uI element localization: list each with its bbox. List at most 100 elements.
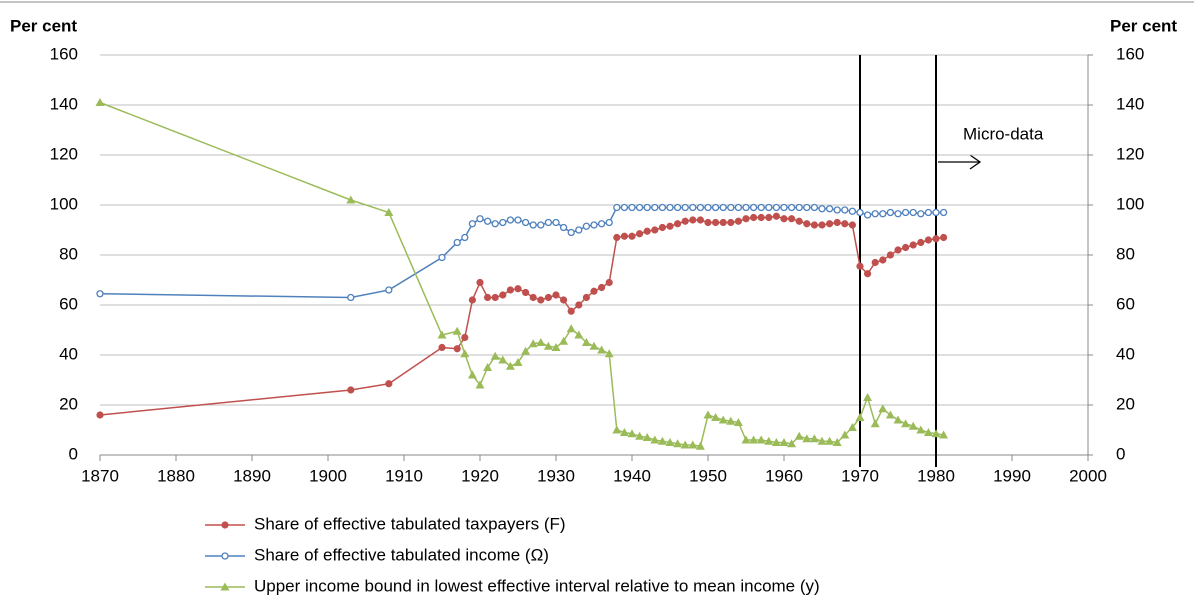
marker bbox=[825, 205, 834, 213]
marker bbox=[453, 238, 461, 247]
marker bbox=[650, 435, 660, 444]
marker bbox=[96, 411, 104, 419]
marker bbox=[756, 435, 766, 444]
x-tick-label: 1970 bbox=[841, 466, 879, 485]
x-tick-label: 1990 bbox=[993, 466, 1031, 485]
marker bbox=[642, 433, 652, 441]
marker bbox=[765, 213, 773, 222]
marker bbox=[939, 208, 948, 217]
marker bbox=[818, 221, 826, 229]
x-tick-label: 1910 bbox=[385, 466, 423, 485]
marker bbox=[734, 203, 743, 212]
series bbox=[96, 203, 948, 302]
marker bbox=[788, 215, 796, 223]
marker bbox=[749, 203, 758, 212]
marker bbox=[491, 293, 499, 302]
series-line bbox=[99, 101, 944, 448]
x-tick-label: 1890 bbox=[233, 466, 271, 485]
x-tick-label: 1870 bbox=[81, 466, 119, 485]
marker bbox=[848, 207, 857, 215]
marker bbox=[483, 217, 492, 225]
marker bbox=[711, 203, 720, 212]
marker bbox=[864, 270, 872, 278]
marker bbox=[787, 203, 796, 212]
marker bbox=[476, 215, 484, 223]
legend-marker bbox=[221, 552, 229, 560]
marker bbox=[817, 436, 827, 445]
marker bbox=[902, 243, 910, 252]
marker bbox=[385, 380, 393, 388]
legend-label: Upper income bound in lowest effective i… bbox=[254, 576, 820, 595]
marker bbox=[924, 236, 933, 244]
marker bbox=[581, 338, 591, 346]
marker bbox=[619, 428, 629, 436]
marker bbox=[582, 293, 591, 302]
marker bbox=[826, 220, 834, 228]
y-tick-label: 100 bbox=[50, 194, 78, 213]
marker bbox=[506, 286, 514, 294]
y-tick-label: 120 bbox=[50, 144, 78, 163]
marker bbox=[901, 419, 911, 428]
marker bbox=[605, 218, 613, 227]
marker bbox=[468, 296, 476, 304]
marker bbox=[604, 349, 614, 358]
marker bbox=[727, 203, 735, 212]
series bbox=[95, 98, 949, 450]
marker bbox=[505, 361, 515, 370]
marker bbox=[833, 218, 841, 227]
marker bbox=[544, 218, 553, 227]
x-tick-label: 1900 bbox=[309, 466, 347, 485]
marker bbox=[612, 425, 622, 434]
marker bbox=[490, 351, 500, 360]
marker bbox=[491, 220, 499, 228]
marker bbox=[559, 336, 569, 345]
marker bbox=[924, 208, 933, 217]
legend-marker bbox=[221, 521, 229, 529]
marker bbox=[620, 203, 629, 212]
marker bbox=[909, 241, 917, 249]
marker bbox=[765, 203, 773, 212]
marker bbox=[742, 203, 750, 212]
marker bbox=[476, 278, 484, 287]
y-tick-label: 60 bbox=[59, 294, 78, 313]
marker bbox=[346, 195, 356, 204]
y-tick-label: 40 bbox=[59, 344, 78, 363]
marker bbox=[475, 380, 485, 389]
marker bbox=[871, 258, 879, 267]
marker bbox=[552, 218, 560, 227]
marker bbox=[514, 285, 522, 293]
marker bbox=[734, 217, 743, 225]
marker bbox=[780, 215, 788, 223]
marker bbox=[704, 203, 712, 212]
marker bbox=[726, 416, 736, 425]
marker bbox=[803, 220, 811, 228]
marker bbox=[718, 415, 728, 424]
marker bbox=[514, 216, 522, 224]
marker bbox=[582, 222, 591, 230]
marker bbox=[575, 301, 583, 309]
marker bbox=[795, 217, 803, 225]
marker bbox=[871, 210, 879, 218]
y-tick-label: 0 bbox=[69, 444, 78, 463]
marker bbox=[673, 439, 683, 448]
marker bbox=[939, 430, 949, 439]
marker bbox=[95, 98, 105, 106]
x-tick-label: 2000 bbox=[1069, 466, 1107, 485]
marker bbox=[499, 218, 507, 227]
marker bbox=[658, 203, 667, 212]
y-tick-label: 80 bbox=[59, 244, 78, 263]
marker bbox=[923, 428, 933, 436]
marker bbox=[703, 410, 713, 419]
marker bbox=[742, 215, 750, 223]
marker bbox=[460, 349, 470, 358]
marker bbox=[908, 421, 918, 430]
marker bbox=[537, 296, 545, 304]
marker bbox=[468, 220, 477, 228]
marker bbox=[651, 226, 659, 234]
marker bbox=[452, 326, 462, 335]
marker bbox=[483, 363, 493, 371]
y2-tick-label: 40 bbox=[1116, 344, 1135, 363]
marker bbox=[917, 210, 925, 218]
marker bbox=[666, 203, 674, 212]
marker bbox=[764, 436, 774, 445]
